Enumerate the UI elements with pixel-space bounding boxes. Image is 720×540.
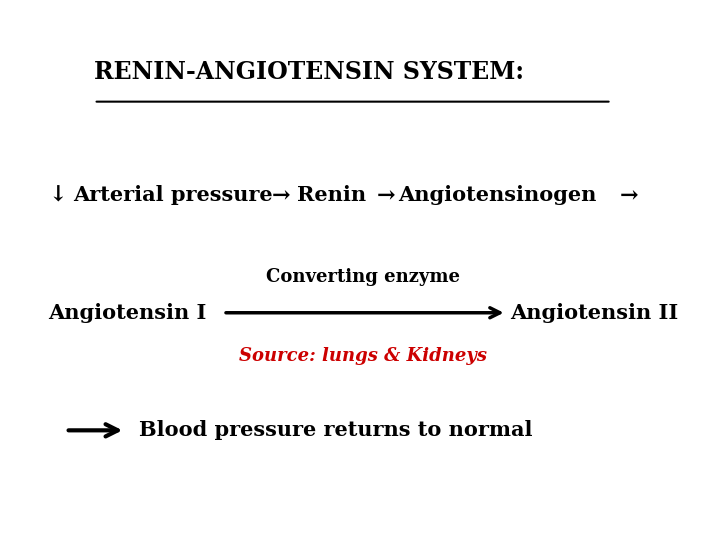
Text: Blood pressure returns to normal: Blood pressure returns to normal (139, 420, 533, 440)
Text: →: → (377, 184, 396, 206)
Text: Angiotensin II: Angiotensin II (510, 303, 678, 323)
Text: →: → (620, 184, 639, 206)
Text: Angiotensin I: Angiotensin I (48, 303, 207, 323)
Text: →: → (272, 184, 291, 206)
Text: Renin: Renin (297, 185, 366, 205)
Text: Converting enzyme: Converting enzyme (266, 268, 460, 286)
Text: Angiotensinogen: Angiotensinogen (398, 185, 596, 205)
Text: ↓: ↓ (48, 184, 67, 206)
Text: RENIN-ANGIOTENSIN SYSTEM:: RENIN-ANGIOTENSIN SYSTEM: (94, 60, 523, 84)
Text: Arterial pressure: Arterial pressure (73, 185, 272, 205)
Text: Source: lungs & Kidneys: Source: lungs & Kidneys (239, 348, 487, 366)
